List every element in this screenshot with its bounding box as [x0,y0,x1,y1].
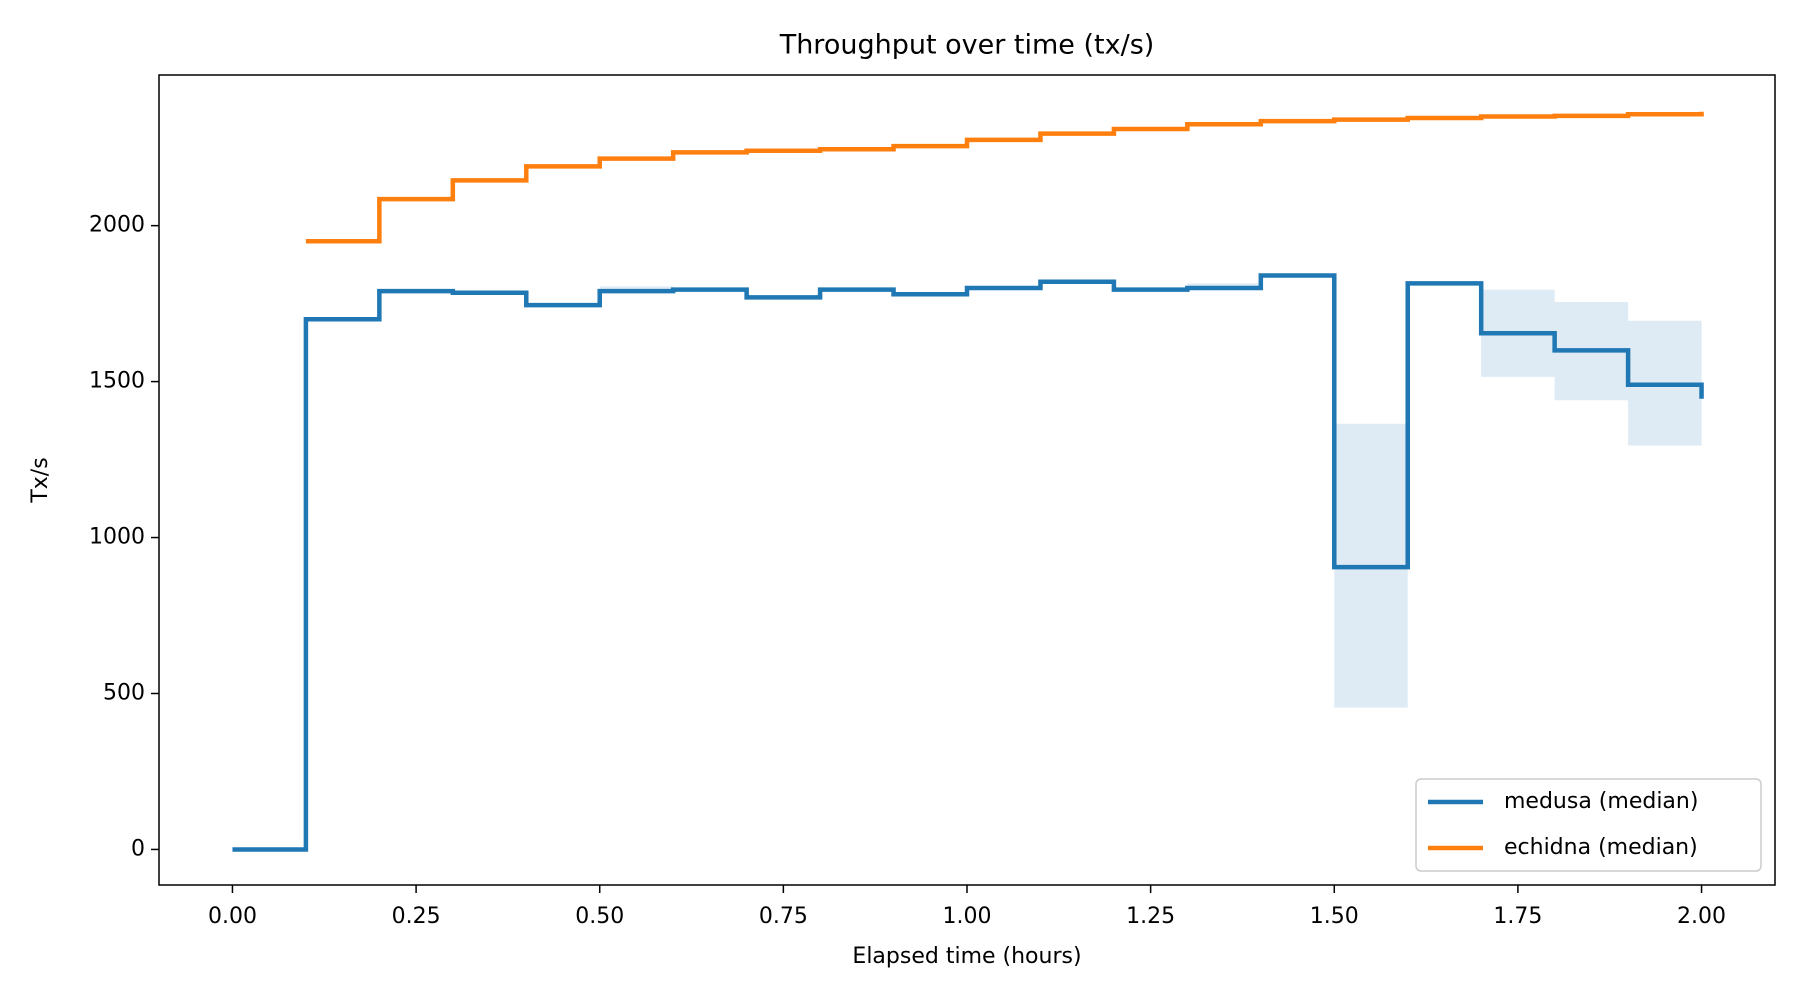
x-axis-label: Elapsed time (hours) [852,944,1081,969]
y-tick-label: 1500 [89,369,145,394]
y-axis-label: Tx/s [28,457,53,503]
legend-label: medusa (median) [1504,789,1698,814]
y-tick-label: 500 [103,680,145,705]
x-tick-label: 1.00 [943,904,992,929]
legend: medusa (median) echidna (median) [1415,778,1762,872]
y-tick-label: 1000 [89,525,145,550]
x-tick-label: 0.75 [759,904,808,929]
line [305,111,1704,244]
plot-frame [158,74,1776,886]
x-tick-label: 0.50 [575,904,624,929]
x-tick-label: 2.00 [1677,904,1726,929]
x-tick-label: 1.75 [1493,904,1542,929]
x-tick-label: 1.25 [1126,904,1175,929]
legend-box [1415,778,1762,872]
x-tick-label: 0.00 [208,904,257,929]
band [232,273,1702,850]
x-tick-label: 1.50 [1310,904,1359,929]
x-tick-label: 0.25 [392,904,441,929]
legend-label: echidna (median) [1504,835,1698,860]
chart-title: Throughput over time (tx/s) [779,30,1155,61]
line [232,273,1704,852]
y-tick-label: 2000 [89,213,145,238]
y-tick-label: 0 [131,836,145,861]
